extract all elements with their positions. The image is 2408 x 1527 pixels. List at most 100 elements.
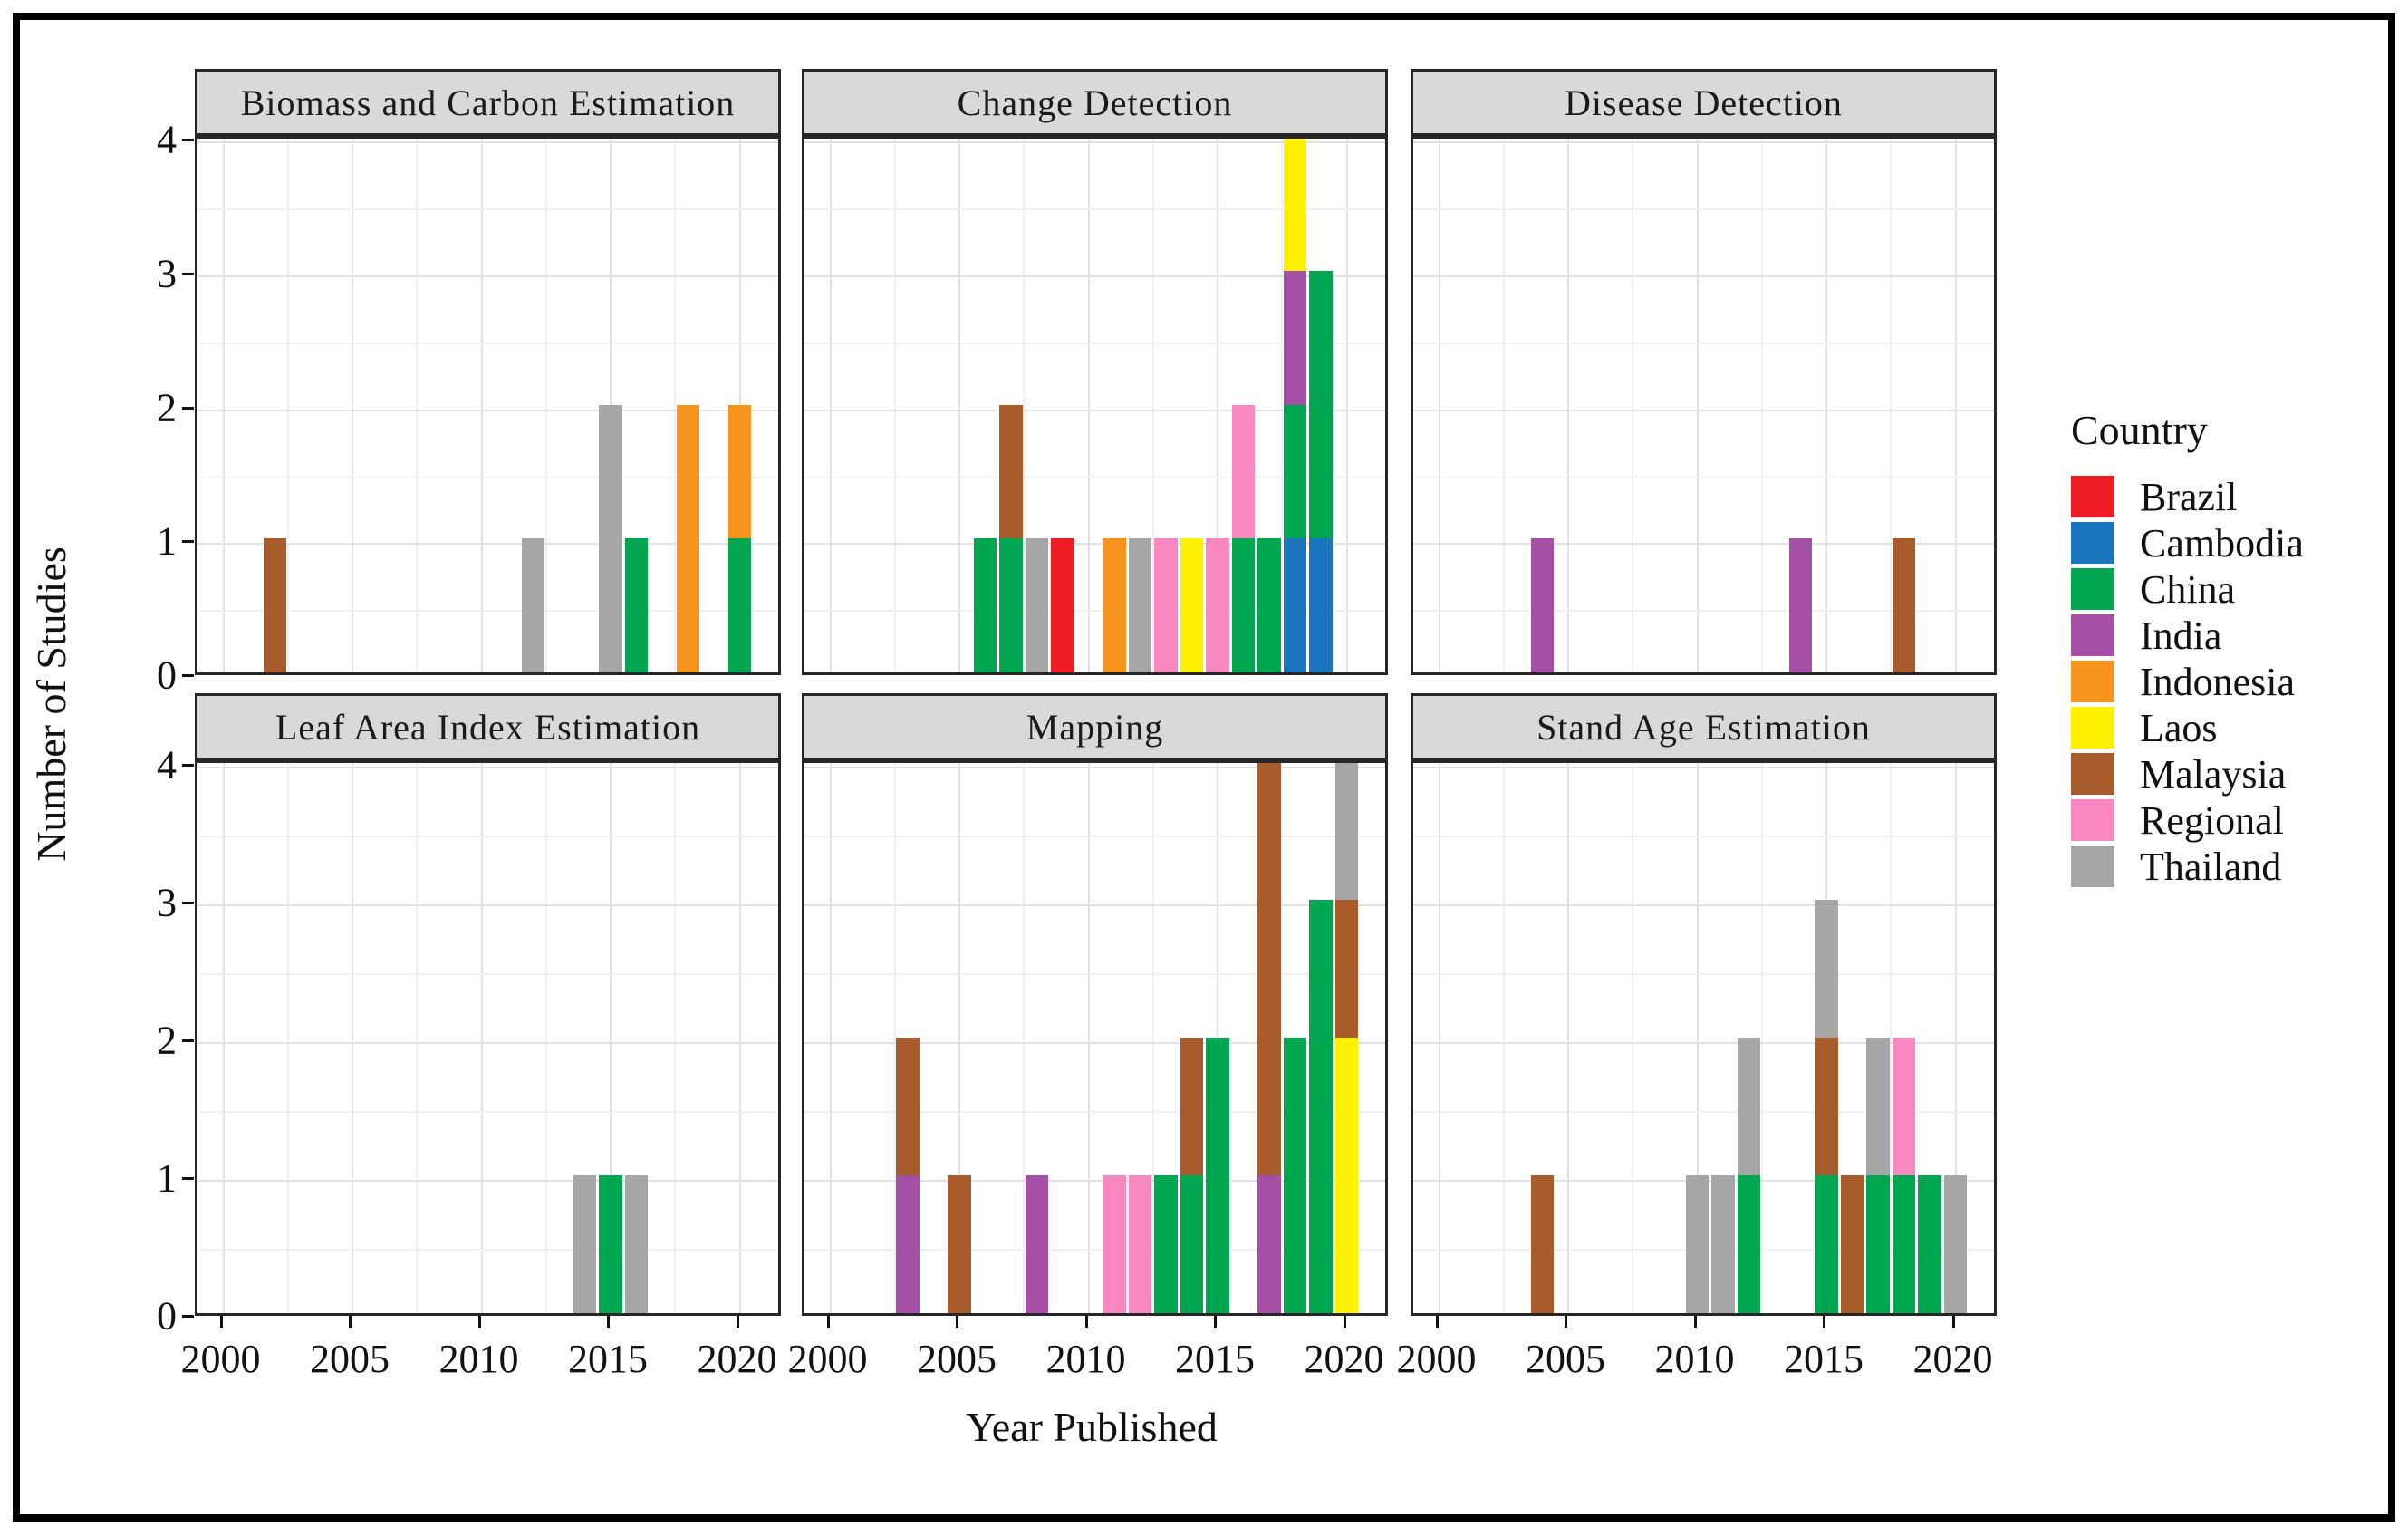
gridline-x: [1567, 763, 1569, 1313]
bar-segment-2016-china: [1231, 538, 1256, 672]
facet-panel-change-detection: [802, 136, 1388, 675]
gridline-x: [480, 139, 483, 672]
y-tick: [182, 674, 194, 677]
x-tick-label: 2010: [438, 1337, 519, 1381]
x-tick: [1343, 1316, 1346, 1328]
x-tick-label: 2005: [310, 1337, 390, 1381]
y-tick: [182, 406, 194, 410]
gridline-x: [544, 139, 547, 672]
bar-segment-2007-malaysia: [999, 404, 1023, 539]
bar-segment-2018-regional: [1892, 1037, 1916, 1175]
x-tick: [607, 1316, 611, 1328]
bar-segment-2018-indonesia: [676, 404, 700, 672]
gridline-x: [1954, 139, 1957, 672]
x-tick: [219, 1316, 223, 1328]
gridline-x: [738, 763, 741, 1313]
x-tick: [736, 1316, 739, 1328]
legend-swatch-cambodia: [2071, 522, 2114, 564]
x-tick: [1823, 1316, 1826, 1328]
gridline-y: [197, 543, 778, 546]
x-tick-label: 2020: [1304, 1337, 1384, 1381]
gridline-y: [1413, 275, 1994, 278]
gridline-y: [804, 972, 1385, 975]
gridline-x: [352, 763, 353, 1313]
gridline-x: [893, 139, 896, 672]
legend-label: China: [2140, 566, 2236, 612]
gridline-y: [197, 766, 778, 768]
legend-swatch-brazil: [2071, 476, 2114, 517]
facet-panel-mapping: [802, 760, 1388, 1316]
bar-segment-2010-thailand: [1685, 1174, 1710, 1313]
gridline-y: [1413, 543, 1994, 546]
legend-title: Country: [2071, 407, 2208, 453]
gridline-y: [1413, 141, 1994, 144]
bar-segment-2020-malaysia: [1334, 899, 1359, 1038]
bar-segment-2012-china: [1737, 1174, 1761, 1313]
legend-swatch-indonesia: [2071, 661, 2114, 702]
gridline-y: [1413, 1110, 1994, 1113]
gridline-y: [1413, 208, 1994, 211]
gridline-x: [610, 763, 612, 1313]
gridline-x: [222, 763, 225, 1313]
gridline-y: [1413, 1041, 1994, 1044]
gridline-x: [1760, 139, 1763, 672]
bar-segment-2014-thailand: [573, 1174, 597, 1313]
gridline-y: [197, 835, 778, 837]
y-tick-label: 0: [157, 652, 177, 698]
gridline-y: [197, 904, 778, 906]
gridline-x: [1825, 139, 1828, 672]
gridline-x: [352, 139, 353, 672]
facet-strip-stand-age-estimation: Stand Age Estimation: [1411, 693, 1997, 760]
gridline-y: [804, 476, 1385, 478]
bar-segment-2020-china: [727, 538, 752, 672]
gridline-x: [1632, 139, 1634, 672]
gridline-y: [197, 409, 778, 411]
bar-segment-2018-laos: [1283, 139, 1307, 272]
bar-segment-2016-china: [624, 538, 649, 672]
x-tick: [1214, 1316, 1218, 1328]
gridline-y: [804, 342, 1385, 344]
gridline-x: [958, 139, 960, 672]
y-tick: [182, 1039, 194, 1042]
x-tick-label: 2015: [1175, 1337, 1256, 1381]
x-tick-label: 2010: [1654, 1337, 1735, 1381]
y-tick-label: 4: [157, 117, 177, 162]
bar-segment-2018-china: [1283, 404, 1307, 539]
legend-swatch-laos: [2071, 707, 2114, 749]
bar-segment-2017-india: [1257, 1174, 1281, 1313]
gridline-y: [197, 476, 778, 478]
bar-segment-2012-regional: [1128, 1174, 1152, 1313]
gridline-y: [197, 972, 778, 975]
gridline-x: [1438, 139, 1440, 672]
bar-segment-2018-cambodia: [1283, 538, 1307, 672]
y-tick-label: 1: [157, 518, 177, 564]
bar-segment-2008-india: [1025, 1174, 1049, 1313]
gridline-y: [804, 1248, 1385, 1251]
gridline-y: [804, 208, 1385, 211]
gridline-x: [1438, 763, 1440, 1313]
bar-segment-2004-india: [1530, 538, 1555, 672]
bar-segment-2015-thailand: [1815, 899, 1838, 1038]
gridline-x: [1281, 139, 1284, 672]
bar-segment-2011-regional: [1103, 1174, 1126, 1313]
gridline-x: [1567, 139, 1569, 672]
gridline-x: [958, 763, 960, 1313]
gridline-x: [1760, 763, 1763, 1313]
gridline-y: [197, 342, 778, 344]
bar-segment-2018-china: [1283, 1037, 1307, 1313]
gridline-x: [1954, 763, 1957, 1313]
bar-segment-2015-thailand: [599, 404, 622, 672]
bar-segment-2017-china: [1866, 1174, 1890, 1313]
gridline-x: [544, 763, 547, 1313]
gridline-x: [1632, 763, 1634, 1313]
gridline-y: [804, 904, 1385, 906]
gridline-y: [197, 141, 778, 144]
gridline-y: [804, 543, 1385, 546]
x-tick: [1693, 1316, 1697, 1328]
bar-segment-2018-india: [1283, 271, 1307, 405]
x-tick: [1084, 1316, 1088, 1328]
legend-label: India: [2140, 613, 2222, 658]
y-tick: [182, 139, 194, 142]
gridline-y: [804, 275, 1385, 278]
x-tick: [349, 1316, 352, 1328]
